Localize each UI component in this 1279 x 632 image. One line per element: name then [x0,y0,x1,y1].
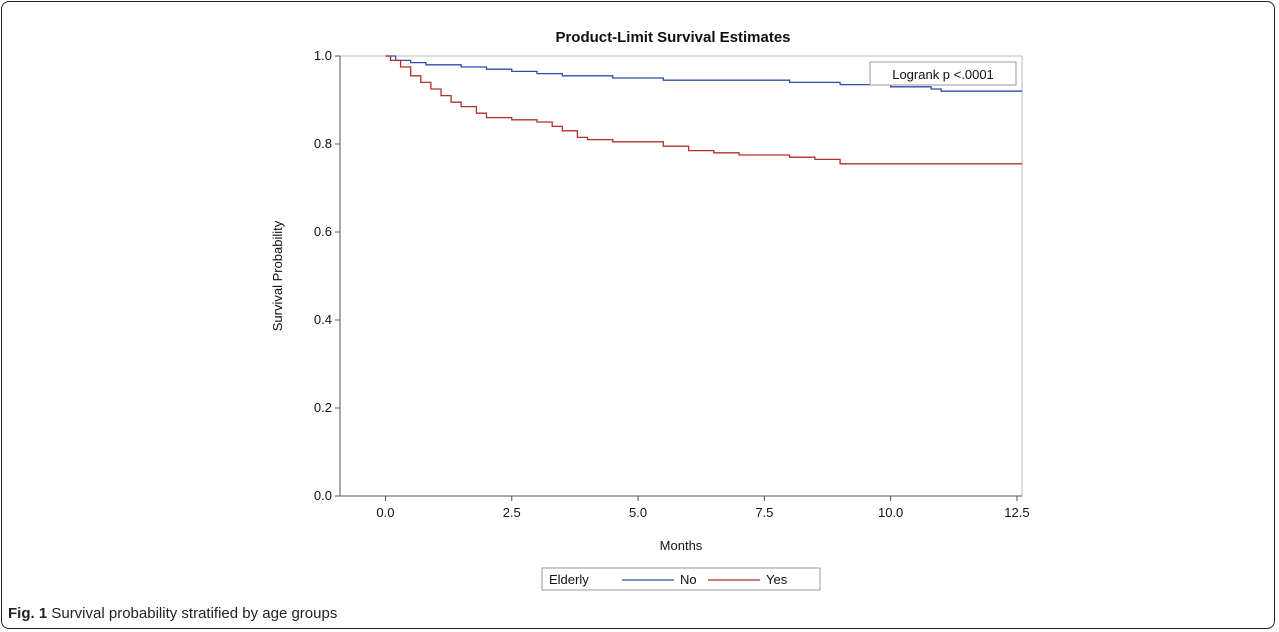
figure-caption: Fig. 1 Survival probability stratified b… [8,605,337,622]
x-tick-label: 5.0 [629,505,647,520]
caption-text: Survival probability stratified by age g… [51,605,338,622]
y-tick-label: 0.4 [314,312,332,327]
x-tick-label: 7.5 [755,505,773,520]
x-tick-label: 0.0 [376,505,394,520]
legend-label-yes: Yes [766,572,788,587]
y-tick-label: 0.0 [314,488,332,503]
y-tick-label: 0.2 [314,400,332,415]
y-tick-label: 0.6 [314,224,332,239]
logrank-annotation: Logrank p <.0001 [892,67,994,82]
axes: 0.0 0.2 0.4 0.6 0.8 1.0 0.0 2.5 5.0 7.5 10.0 12.5 [314,48,1030,520]
legend-title: Elderly [549,572,589,587]
y-tick-label: 1.0 [314,48,332,63]
legend-label-no: No [680,572,697,587]
legend-box [541,567,821,591]
series-line-yes [385,55,1022,165]
chart-title: Product-Limit Survival Estimates [555,29,790,46]
series-lines [385,55,1022,165]
legend: Elderly No Yes [541,567,821,591]
plot-area [339,55,1023,497]
series-line-no [385,55,1022,92]
y-axis-label: Survival Probability [270,220,285,331]
x-tick-label: 12.5 [1004,505,1029,520]
x-tick-label: 2.5 [503,505,521,520]
annotation-box [869,61,1017,86]
y-tick-label: 0.8 [314,136,332,151]
x-tick-label: 10.0 [878,505,903,520]
x-axis-label: Months [660,538,703,553]
figure-label: Fig. 1 [8,605,48,622]
